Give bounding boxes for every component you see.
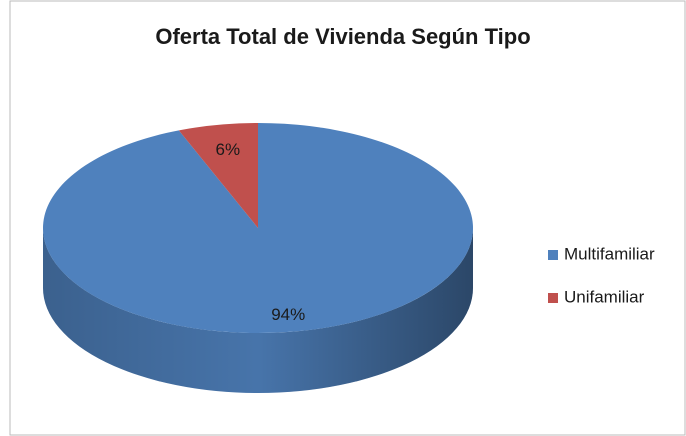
data-label: 6% <box>215 140 240 159</box>
legend-swatch <box>548 293 558 303</box>
chart-title: Oferta Total de Vivienda Según Tipo <box>155 24 530 49</box>
data-label: 94% <box>271 305 305 324</box>
legend-label: Unifamiliar <box>564 287 645 306</box>
pie-slice <box>178 123 258 228</box>
legend-swatch <box>548 250 558 260</box>
pie-slice <box>43 123 474 334</box>
pie-side-shade <box>43 228 473 393</box>
frame <box>9 0 686 436</box>
legend-label: Multifamiliar <box>564 244 655 263</box>
